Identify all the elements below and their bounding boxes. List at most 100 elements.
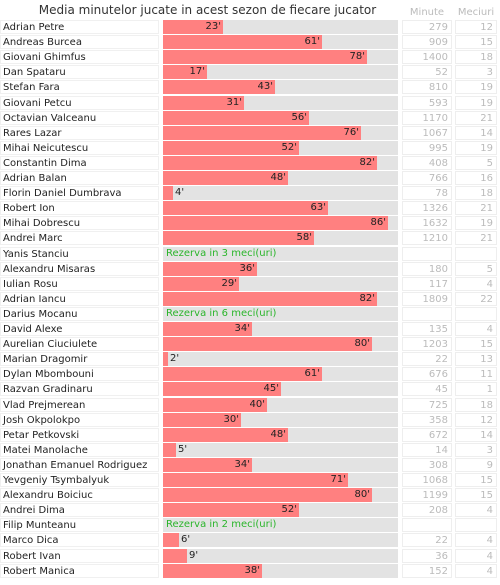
- avg-minutes-bar: [163, 337, 372, 351]
- player-name[interactable]: Mihai Dobrescu: [0, 216, 159, 230]
- bar-value-label: 78': [349, 51, 365, 62]
- matches-cell: 19: [455, 96, 497, 110]
- bar-value-label: 61': [304, 36, 320, 47]
- player-name[interactable]: Andrei Marc: [0, 231, 159, 245]
- player-name[interactable]: Jonathan Emanuel Rodriguez: [0, 458, 159, 472]
- player-name[interactable]: Constantin Dima: [0, 156, 159, 170]
- player-name[interactable]: Stefan Fara: [0, 80, 159, 94]
- matches-cell: 3: [455, 443, 497, 457]
- bar-track: 34': [163, 458, 398, 472]
- minutes-cell: 78: [402, 186, 452, 200]
- player-name[interactable]: Robert Manica: [0, 564, 159, 578]
- table-row: Vlad Prejmerean 40' 725 18: [0, 398, 500, 413]
- avg-minutes-bar: [163, 35, 322, 49]
- minutes-cell: 52: [402, 65, 452, 79]
- matches-cell: 15: [455, 488, 497, 502]
- player-name[interactable]: Razvan Gradinaru: [0, 382, 159, 396]
- matches-cell: 11: [455, 367, 497, 381]
- player-name[interactable]: Filip Munteanu: [0, 518, 159, 532]
- player-name[interactable]: Robert Ion: [0, 201, 159, 215]
- bar-value-label: 63': [310, 202, 326, 213]
- matches-cell: 18: [455, 398, 497, 412]
- player-name[interactable]: Yanis Stanciu: [0, 247, 159, 261]
- avg-minutes-bar: [163, 231, 314, 245]
- matches-cell: 4: [455, 322, 497, 336]
- table-row: Marian Dragomir 2' 22 13: [0, 352, 500, 367]
- player-name[interactable]: Darius Mocanu: [0, 307, 159, 321]
- player-name[interactable]: Alexandru Boiciuc: [0, 488, 159, 502]
- bar-value-label: 80': [354, 338, 370, 349]
- table-row: Yanis Stanciu Rezerva in 3 meci(uri): [0, 247, 500, 262]
- player-name[interactable]: Yevgeniy Tsymbalyuk: [0, 473, 159, 487]
- player-name[interactable]: Giovani Petcu: [0, 96, 159, 110]
- avg-minutes-bar: [163, 443, 176, 457]
- bar-value-label: 52': [281, 504, 297, 515]
- player-name[interactable]: Rares Lazar: [0, 126, 159, 140]
- player-name[interactable]: Giovani Ghimfus: [0, 50, 159, 64]
- table-row: Josh Okpolokpo 30' 358 12: [0, 413, 500, 428]
- player-name[interactable]: Robert Ivan: [0, 549, 159, 563]
- player-name[interactable]: Marco Dica: [0, 533, 159, 547]
- avg-minutes-bar: [163, 533, 179, 547]
- minutes-cell: 308: [402, 458, 452, 472]
- bar-value-label: 17': [189, 66, 205, 77]
- bar-track: 78': [163, 50, 398, 64]
- player-name[interactable]: Josh Okpolokpo: [0, 413, 159, 427]
- table-row: Aurelian Ciuciulete 80' 1203 15: [0, 337, 500, 352]
- matches-cell: 19: [455, 216, 497, 230]
- meciuri-column-header: Meciuri: [457, 7, 495, 18]
- bar-track: 52': [163, 141, 398, 155]
- player-name[interactable]: Andreas Burcea: [0, 35, 159, 49]
- minutes-cell: [402, 307, 452, 321]
- matches-cell: 13: [455, 352, 497, 366]
- avg-minutes-bar: [163, 96, 244, 110]
- bar-track: 38': [163, 564, 398, 578]
- table-row: Iulian Rosu 29' 117 4: [0, 277, 500, 292]
- minutes-cell: 45: [402, 382, 452, 396]
- player-name[interactable]: Matei Manolache: [0, 443, 159, 457]
- bar-value-label: 30': [223, 414, 239, 425]
- minutes-cell: 725: [402, 398, 452, 412]
- player-name[interactable]: Alexandru Misaras: [0, 262, 159, 276]
- table-row: Filip Munteanu Rezerva in 2 meci(uri): [0, 518, 500, 533]
- player-name[interactable]: Adrian Iancu: [0, 292, 159, 306]
- table-row: Razvan Gradinaru 45' 45 1: [0, 382, 500, 397]
- player-name[interactable]: Andrei Dima: [0, 503, 159, 517]
- player-name[interactable]: David Alexe: [0, 322, 159, 336]
- avg-minutes-bar: [163, 216, 388, 230]
- player-name[interactable]: Mihai Neicutescu: [0, 141, 159, 155]
- player-name[interactable]: Dylan Mbombouni: [0, 367, 159, 381]
- matches-cell: 18: [455, 186, 497, 200]
- avg-minutes-bar: [163, 80, 275, 94]
- table-row: Giovani Ghimfus 78' 1400 18: [0, 50, 500, 65]
- bar-value-label: 40': [249, 399, 265, 410]
- bar-value-label: 71': [330, 474, 346, 485]
- minutes-cell: 1809: [402, 292, 452, 306]
- table-row: Matei Manolache 5' 14 3: [0, 443, 500, 458]
- player-name[interactable]: Marian Dragomir: [0, 352, 159, 366]
- minutes-cell: 1210: [402, 231, 452, 245]
- bar-value-label: 36': [239, 263, 255, 274]
- player-name[interactable]: Adrian Balan: [0, 171, 159, 185]
- bar-track: 6': [163, 533, 398, 547]
- matches-cell: 21: [455, 231, 497, 245]
- avg-minutes-bar: [163, 262, 257, 276]
- player-name[interactable]: Octavian Valceanu: [0, 111, 159, 125]
- player-name[interactable]: Iulian Rosu: [0, 277, 159, 291]
- player-name[interactable]: Vlad Prejmerean: [0, 398, 159, 412]
- table-row: Andreas Burcea 61' 909 15: [0, 35, 500, 50]
- bar-track: 4': [163, 186, 398, 200]
- bar-value-label: 29': [221, 278, 237, 289]
- minutes-cell: 1400: [402, 50, 452, 64]
- bar-track: 76': [163, 126, 398, 140]
- reserve-note: Rezerva in 3 meci(uri): [166, 248, 277, 259]
- bar-track: 80': [163, 488, 398, 502]
- table-row: Dan Spataru 17' 52 3: [0, 65, 500, 80]
- player-name[interactable]: Adrian Petre: [0, 20, 159, 34]
- player-name[interactable]: Petar Petkovski: [0, 428, 159, 442]
- matches-cell: 4: [455, 277, 497, 291]
- player-name[interactable]: Aurelian Ciuciulete: [0, 337, 159, 351]
- player-name[interactable]: Dan Spataru: [0, 65, 159, 79]
- player-name[interactable]: Florin Daniel Dumbrava: [0, 186, 159, 200]
- matches-cell: 19: [455, 80, 497, 94]
